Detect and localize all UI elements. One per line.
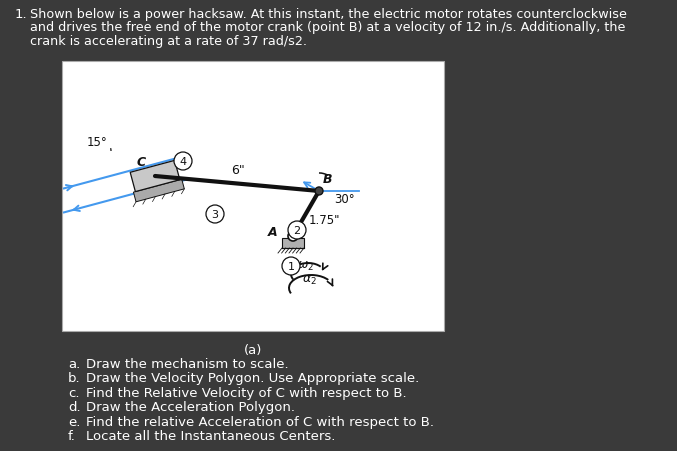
Circle shape bbox=[288, 221, 306, 239]
Polygon shape bbox=[133, 180, 184, 202]
Text: 4: 4 bbox=[179, 156, 187, 166]
Text: (a): (a) bbox=[244, 343, 262, 356]
Text: Draw the mechanism to scale.: Draw the mechanism to scale. bbox=[86, 357, 288, 370]
Text: Find the Relative Velocity of C with respect to B.: Find the Relative Velocity of C with res… bbox=[86, 386, 407, 399]
Text: e.: e. bbox=[68, 415, 81, 428]
Text: d.: d. bbox=[68, 400, 81, 414]
Text: 1: 1 bbox=[288, 262, 294, 272]
Text: c.: c. bbox=[68, 386, 79, 399]
Text: crank is accelerating at a rate of 37 rad/s2.: crank is accelerating at a rate of 37 ra… bbox=[30, 35, 307, 48]
Text: Find the relative Acceleration of C with respect to B.: Find the relative Acceleration of C with… bbox=[86, 415, 434, 428]
Text: $\alpha_2$: $\alpha_2$ bbox=[301, 273, 316, 286]
Text: Draw the Velocity Polygon. Use Appropriate scale.: Draw the Velocity Polygon. Use Appropria… bbox=[86, 372, 419, 385]
Text: 3: 3 bbox=[211, 210, 219, 220]
Text: f.: f. bbox=[68, 429, 76, 442]
Text: C: C bbox=[137, 156, 146, 169]
Circle shape bbox=[206, 206, 224, 224]
Text: Draw the Acceleration Polygon.: Draw the Acceleration Polygon. bbox=[86, 400, 295, 414]
Text: 30°: 30° bbox=[334, 193, 354, 206]
Text: 1.: 1. bbox=[15, 8, 28, 21]
Text: a.: a. bbox=[68, 357, 81, 370]
Text: 1.75": 1.75" bbox=[308, 213, 340, 226]
Text: 2: 2 bbox=[293, 226, 301, 235]
Text: 6": 6" bbox=[232, 164, 245, 177]
Text: Shown below is a power hacksaw. At this instant, the electric motor rotates coun: Shown below is a power hacksaw. At this … bbox=[30, 8, 627, 21]
Text: 15°: 15° bbox=[87, 135, 108, 148]
Bar bbox=[282, 239, 304, 249]
Bar bbox=[62, 62, 444, 331]
Circle shape bbox=[315, 188, 323, 196]
Text: $\omega_2$: $\omega_2$ bbox=[297, 259, 315, 272]
Circle shape bbox=[282, 258, 300, 276]
Text: b.: b. bbox=[68, 372, 81, 385]
Text: Locate all the Instantaneous Centers.: Locate all the Instantaneous Centers. bbox=[86, 429, 335, 442]
Text: and drives the free end of the motor crank (point B) at a velocity of 12 in./s. : and drives the free end of the motor cra… bbox=[30, 22, 626, 34]
Polygon shape bbox=[130, 161, 180, 192]
Text: B: B bbox=[322, 173, 332, 186]
Text: A: A bbox=[268, 226, 278, 239]
Circle shape bbox=[288, 231, 298, 241]
Circle shape bbox=[174, 152, 192, 170]
